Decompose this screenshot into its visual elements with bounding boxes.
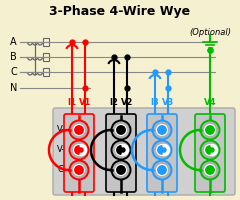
- Circle shape: [70, 120, 89, 140]
- FancyBboxPatch shape: [195, 114, 225, 192]
- Circle shape: [112, 160, 131, 180]
- Text: C: C: [10, 67, 17, 77]
- Text: V4: V4: [204, 98, 216, 107]
- Text: (Optional): (Optional): [189, 28, 231, 37]
- Circle shape: [112, 140, 131, 160]
- Text: A: A: [10, 37, 17, 47]
- Circle shape: [73, 124, 84, 136]
- Text: I1: I1: [68, 98, 76, 107]
- Circle shape: [152, 160, 172, 180]
- Text: N: N: [10, 83, 17, 93]
- Circle shape: [204, 164, 216, 176]
- Text: I3: I3: [151, 98, 159, 107]
- Circle shape: [200, 120, 220, 140]
- FancyBboxPatch shape: [147, 114, 177, 192]
- Circle shape: [156, 144, 168, 156]
- Bar: [43, 68, 49, 76]
- Circle shape: [115, 124, 126, 136]
- Text: 3-Phase 4-Wire Wye: 3-Phase 4-Wire Wye: [49, 5, 191, 18]
- Text: V-Return: V-Return: [57, 146, 93, 154]
- FancyBboxPatch shape: [106, 114, 136, 192]
- Text: V3: V3: [162, 98, 174, 107]
- Text: I2: I2: [110, 98, 118, 107]
- Circle shape: [70, 160, 89, 180]
- Circle shape: [200, 140, 220, 160]
- Circle shape: [115, 164, 126, 176]
- Text: V1: V1: [79, 98, 91, 107]
- Circle shape: [156, 164, 168, 176]
- Circle shape: [152, 140, 172, 160]
- Circle shape: [204, 144, 216, 156]
- Bar: [43, 38, 49, 46]
- Text: V-Line: V-Line: [57, 126, 83, 134]
- Circle shape: [200, 160, 220, 180]
- Circle shape: [115, 144, 126, 156]
- Text: Current: Current: [57, 166, 89, 174]
- Circle shape: [112, 120, 131, 140]
- FancyBboxPatch shape: [64, 114, 94, 192]
- Circle shape: [156, 124, 168, 136]
- Circle shape: [204, 124, 216, 136]
- Circle shape: [73, 144, 84, 156]
- Text: B: B: [10, 52, 17, 62]
- Circle shape: [70, 140, 89, 160]
- FancyBboxPatch shape: [53, 108, 235, 195]
- Bar: [43, 53, 49, 61]
- Text: V2: V2: [121, 98, 133, 107]
- Circle shape: [152, 120, 172, 140]
- Circle shape: [73, 164, 84, 176]
